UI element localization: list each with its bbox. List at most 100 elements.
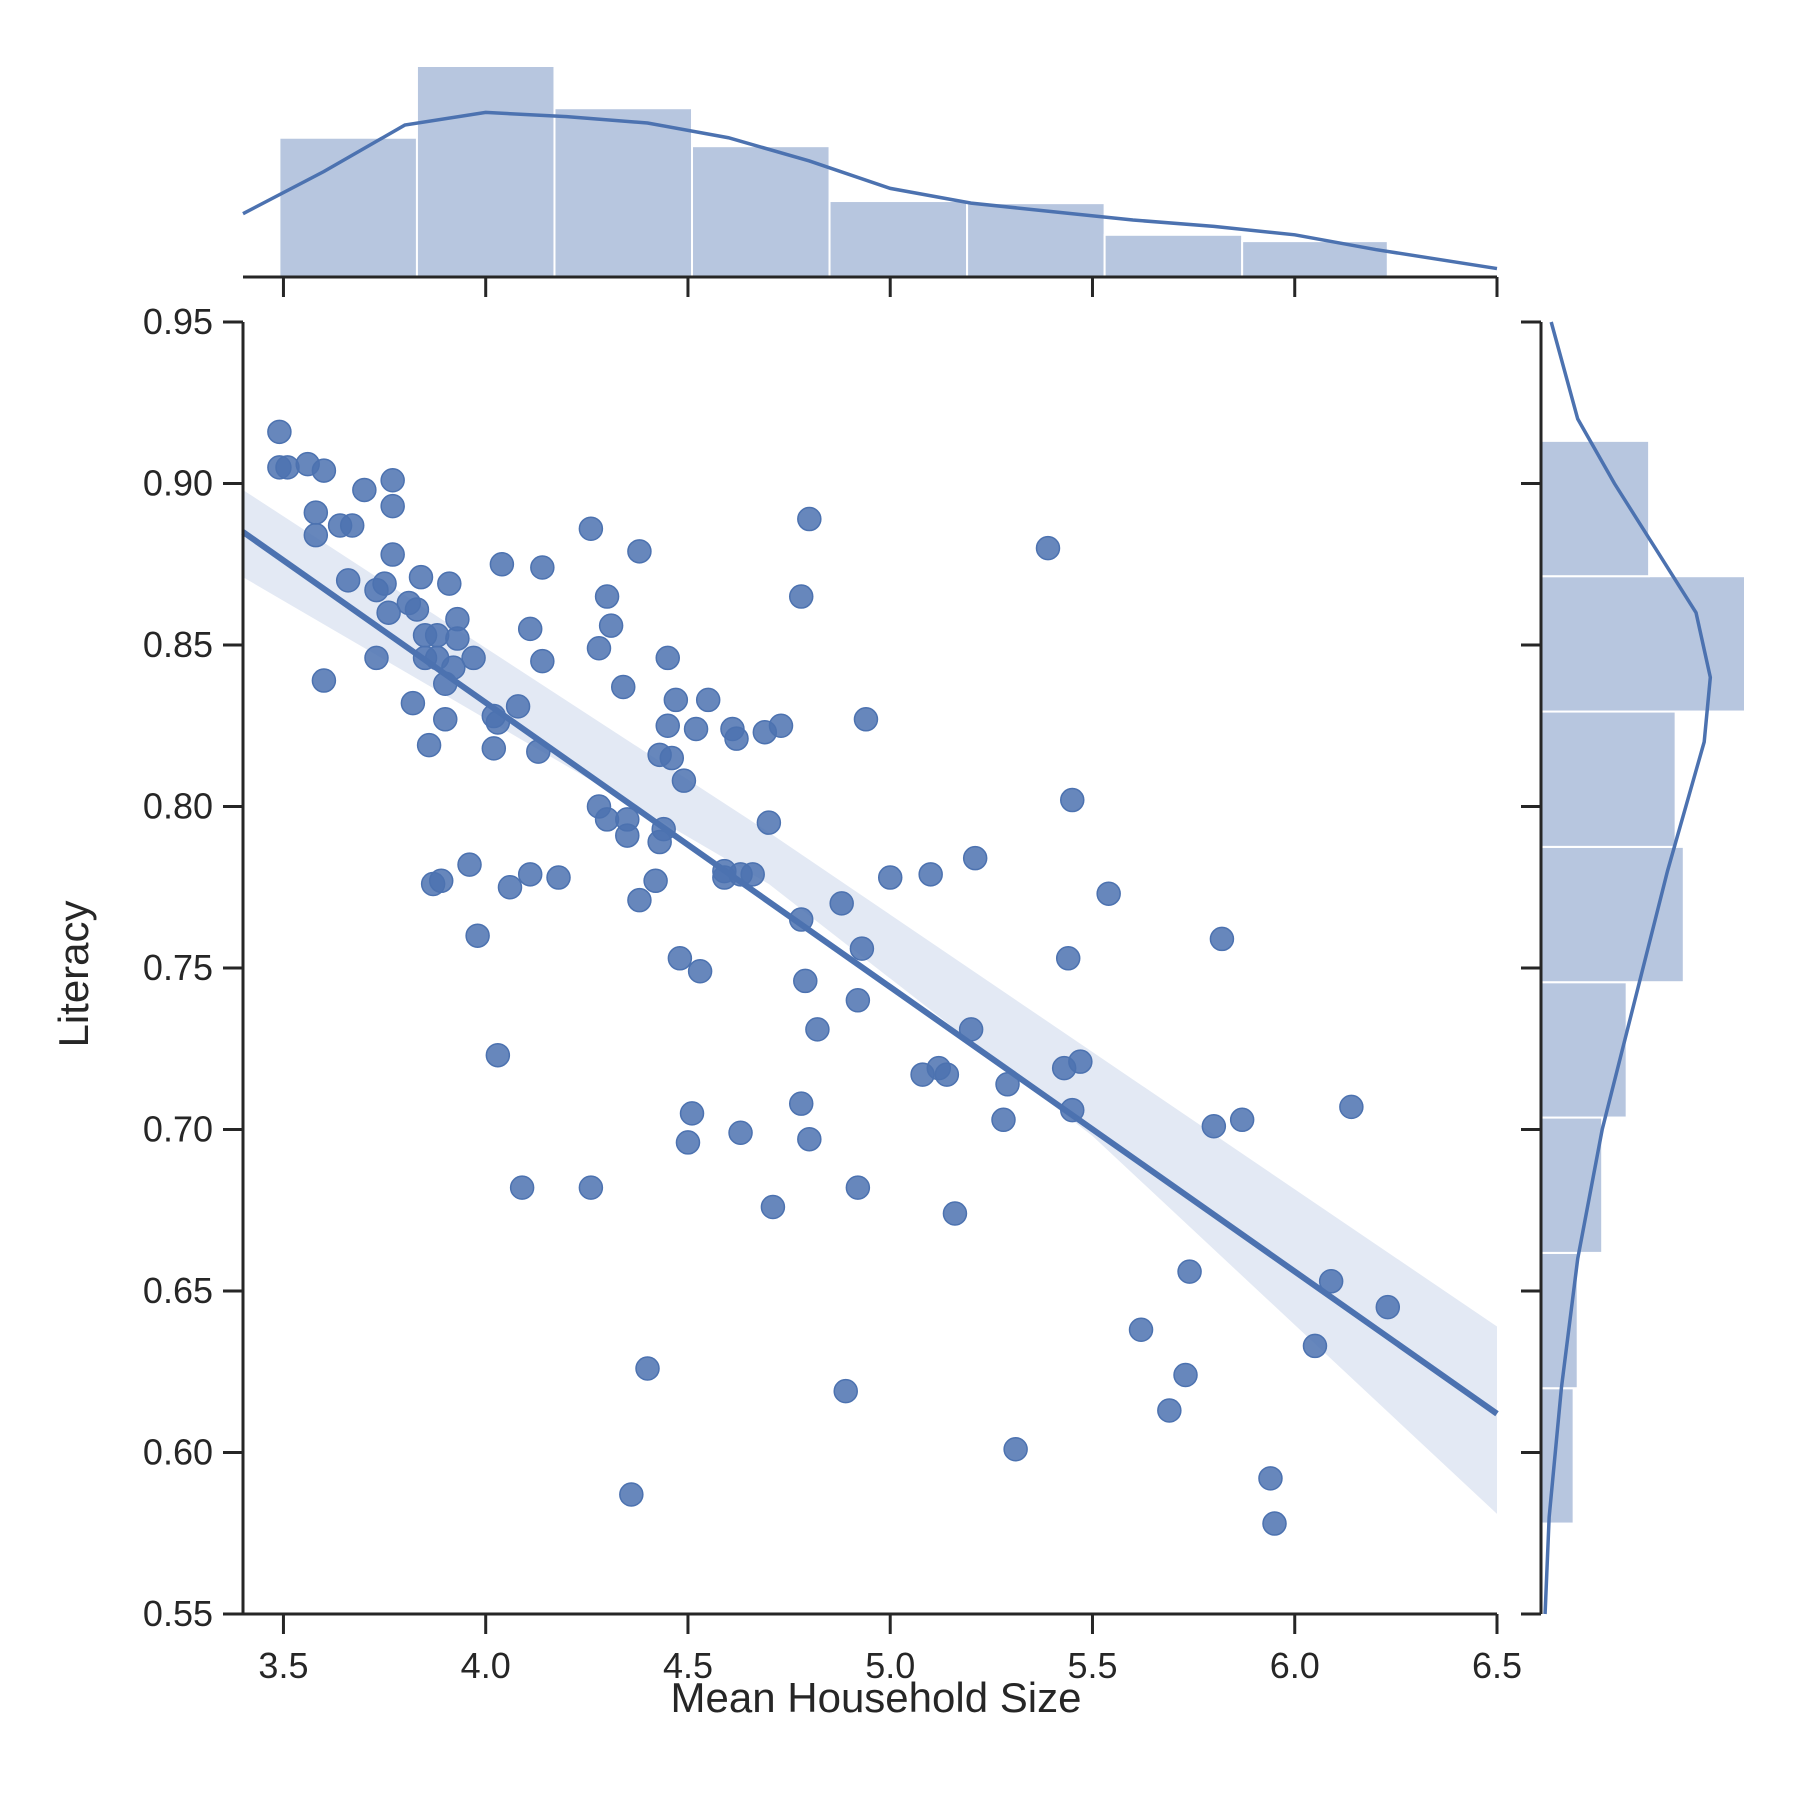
scatter-point — [934, 1062, 960, 1087]
scatter-point — [364, 645, 389, 671]
scatter-point — [643, 868, 668, 894]
scatter-point — [1157, 1398, 1182, 1423]
regression-ci-band — [243, 489, 1497, 1514]
scatter-point — [380, 468, 405, 493]
scatter-point — [1375, 1294, 1401, 1320]
scatter-point — [1258, 1466, 1283, 1491]
scatter-point — [797, 1126, 822, 1152]
scatter-point — [335, 568, 361, 593]
scatter-point — [578, 1175, 604, 1200]
scatter-point — [918, 862, 943, 887]
scatter-point — [655, 713, 680, 738]
scatter-point — [372, 571, 397, 596]
scatter-point — [1229, 1107, 1255, 1133]
scatter-point — [1201, 1114, 1227, 1139]
scatter-point — [1068, 1049, 1093, 1074]
x-tick-label: 6.5 — [1472, 1645, 1522, 1686]
x-tick-label: 6.0 — [1270, 1645, 1320, 1686]
scatter-point — [740, 862, 765, 887]
scatter-point — [517, 862, 543, 887]
scatter-point — [687, 958, 713, 984]
scatter-point — [546, 865, 571, 890]
scatter-point — [445, 626, 470, 651]
scatter-point — [845, 1175, 871, 1200]
scatter-point — [675, 1130, 701, 1155]
scatter-point — [768, 713, 794, 738]
scatter-point — [489, 552, 515, 577]
scatter-point — [962, 845, 988, 871]
scatter-point — [311, 668, 337, 693]
scatter-point — [497, 875, 523, 900]
x-tick-label: 3.5 — [258, 1645, 308, 1686]
y-tick-label: 0.65 — [143, 1270, 213, 1311]
scatter-point — [303, 522, 329, 548]
x-tick-label: 4.5 — [663, 1645, 713, 1686]
scatter-point — [404, 597, 430, 622]
scatter-plot-area — [241, 419, 1499, 1536]
marginal-x-histogram — [242, 65, 1499, 297]
scatter-point — [849, 936, 875, 961]
scatter-point — [437, 571, 462, 596]
scatter-point — [671, 768, 697, 793]
scatter-point — [408, 564, 434, 590]
scatter-point — [1173, 1362, 1198, 1388]
scatter-point — [267, 419, 292, 445]
scatter-point — [877, 865, 903, 890]
marginal-x-bar — [691, 145, 831, 278]
scatter-point — [610, 674, 636, 700]
marginal-x-kde-curve — [242, 110, 1498, 271]
scatter-point — [627, 539, 652, 564]
scatter-point — [1339, 1094, 1364, 1120]
marginal-x-bar — [553, 107, 694, 278]
scatter-point — [376, 600, 401, 625]
y-tick-label: 0.60 — [143, 1432, 213, 1473]
scatter-point — [627, 887, 652, 913]
marginal-x-bar — [278, 136, 418, 278]
scatter-point — [1262, 1511, 1287, 1536]
scatter-point — [509, 1175, 535, 1200]
scatter-point — [679, 1101, 705, 1126]
scatter-point — [683, 716, 709, 742]
scatter-point — [667, 946, 693, 971]
scatter-point — [598, 613, 624, 638]
scatter-point — [659, 745, 685, 771]
scatter-point — [829, 891, 854, 916]
marginal-y-bar — [1540, 439, 1651, 578]
scatter-point — [756, 810, 782, 835]
axes: 3.5 4.0 4.5 5.0 5.5 6.0 6.5 0.55 0.60 0.65 0.70 0.7… — [143, 301, 1522, 1686]
scatter-point — [805, 1017, 830, 1042]
marginal-x-bar — [415, 65, 556, 278]
scatter-point — [594, 584, 620, 609]
y-tick-label: 0.90 — [143, 463, 213, 504]
scatter-point — [647, 829, 672, 855]
scatter-point — [797, 506, 822, 532]
scatter-point — [619, 1482, 644, 1507]
scatter-point — [833, 1378, 858, 1404]
marginal-y-bar — [1540, 575, 1746, 713]
scatter-point — [380, 493, 405, 519]
scatter-point — [728, 1120, 753, 1145]
y-axis-label: Literacy — [50, 900, 97, 1047]
scatter-point — [853, 707, 879, 732]
x-tick-label: 5.0 — [865, 1645, 915, 1686]
scatter-point — [845, 988, 871, 1013]
marginal-x-bar — [828, 200, 969, 278]
scatter-point — [991, 1107, 1016, 1133]
marginal-y-bar — [1540, 981, 1628, 1119]
scatter-point — [1302, 1333, 1328, 1359]
y-tick-label: 0.55 — [143, 1593, 213, 1634]
scatter-point — [1096, 881, 1121, 906]
scatter-point — [1177, 1259, 1202, 1284]
scatter-point — [400, 690, 426, 716]
scatter-point — [1060, 787, 1085, 813]
marginal-y-bar — [1540, 845, 1685, 984]
scatter-point — [416, 732, 442, 758]
scatter-point — [352, 477, 377, 503]
marginal-y-histogram — [1521, 320, 1746, 1616]
scatter-point — [303, 500, 329, 525]
scatter-point — [457, 852, 482, 877]
scatter-point — [1318, 1269, 1344, 1294]
scatter-point — [428, 868, 454, 894]
scatter-point — [275, 455, 300, 480]
scatter-point — [663, 687, 689, 713]
